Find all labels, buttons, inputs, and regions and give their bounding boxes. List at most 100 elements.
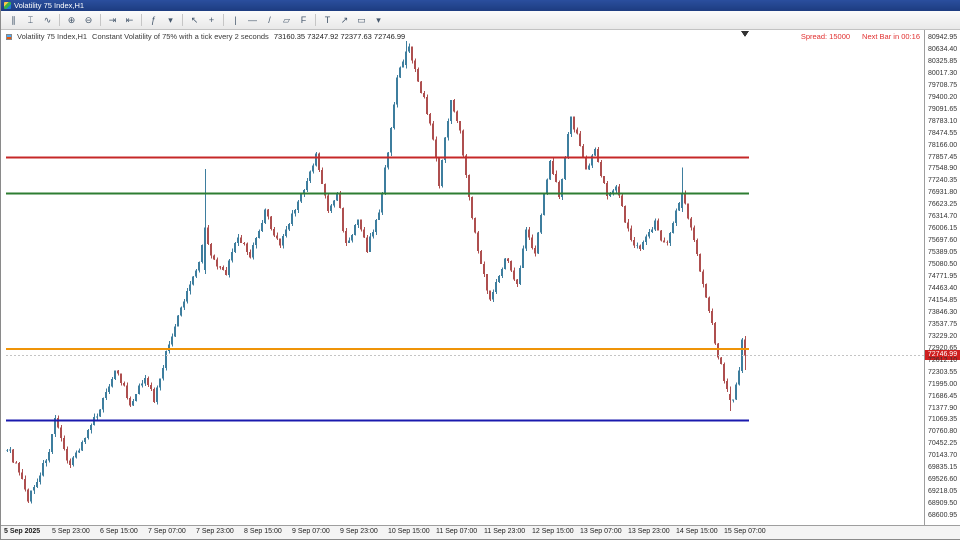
spread-overlay: Spread: 15000 Next Bar in 00:16: [801, 32, 920, 41]
toolbar-group: ⇥ ⇤: [104, 13, 138, 28]
candlestick-chart-button[interactable]: ⌶: [22, 13, 39, 28]
next-bar-countdown: Next Bar in 00:16: [862, 32, 920, 41]
price-axis-label: 68600.95: [928, 512, 958, 520]
price-axis-label: 79708.75: [928, 81, 958, 89]
toolbar-group: T ↗ ▭ ▾: [319, 13, 387, 28]
price-axis-label: 75697.60: [928, 237, 958, 245]
toolbar-separator: [59, 14, 60, 26]
price-axis-label: 79091.65: [928, 105, 958, 113]
toolbar-group: ∥ ⌶ ∿: [5, 13, 56, 28]
time-axis-label: 13 Sep 07:00: [580, 528, 622, 535]
toolbar-group: ↖ +: [186, 13, 220, 28]
price-axis-label: 71995.00: [928, 380, 958, 388]
price-axis-label: 76314.70: [928, 213, 958, 221]
zoom-in-button[interactable]: ⊕: [63, 13, 80, 28]
equidistant-channel-icon: ▱: [283, 14, 290, 25]
chart-canvas[interactable]: [1, 30, 925, 526]
crosshair-button[interactable]: +: [203, 13, 220, 28]
window-title: Volatility 75 Index,H1: [14, 1, 85, 10]
price-axis-label: 72303.55: [928, 368, 958, 376]
price-axis-label: 80325.85: [928, 57, 958, 65]
mt5-app-icon: [4, 2, 11, 9]
price-axis-label: 69218.05: [928, 488, 958, 496]
time-axis-label: 5 Sep 23:00: [52, 528, 90, 535]
chart-shift-button[interactable]: ⇤: [121, 13, 138, 28]
current-price-badge: 72746.99: [925, 350, 960, 361]
price-axis-label: 69526.60: [928, 476, 958, 484]
fibonacci-retracement-button[interactable]: F: [295, 13, 312, 28]
ohlc-values: 73160.35 73247.92 72377.63 72746.99: [273, 32, 406, 41]
price-axis-label: 74771.95: [928, 273, 958, 281]
trend-line-button[interactable]: /: [261, 13, 278, 28]
price-axis-label: 74463.40: [928, 285, 958, 292]
symbol-chart-icon: [6, 33, 12, 40]
time-axis-label: 7 Sep 07:00: [148, 528, 186, 535]
toolbar: ∥ ⌶ ∿ ⊕ ⊖ ⇥ ⇤ ƒ ▾ ↖ + | — / ▱ F T ↗ ▭ ▾: [1, 11, 960, 30]
price-axis-label: 76931.80: [928, 189, 958, 197]
price-axis-label: 75389.05: [928, 249, 958, 257]
toolbar-separator: [100, 14, 101, 26]
cursor-button[interactable]: ↖: [186, 13, 203, 28]
line-chart-button[interactable]: ∿: [39, 13, 56, 28]
toolbar-group: | — / ▱ F: [227, 13, 312, 28]
price-axis-label: 71686.45: [928, 392, 958, 400]
green-hline[interactable]: [6, 192, 749, 195]
price-axis-label: 75080.50: [928, 261, 958, 269]
indicators-button[interactable]: ƒ: [145, 13, 162, 28]
toolbar-separator: [182, 14, 183, 26]
price-axis-label: 73537.75: [928, 320, 958, 328]
toolbar-separator: [223, 14, 224, 26]
vertical-line-button[interactable]: |: [227, 13, 244, 28]
price-axis-label: 73846.30: [928, 308, 958, 316]
price-axis-label: 70143.70: [928, 452, 958, 460]
symbol-description: Constant Volatility of 75% with a tick e…: [92, 32, 269, 41]
horizontal-line-button[interactable]: —: [244, 13, 261, 28]
auto-scroll-button[interactable]: ⇥: [104, 13, 121, 28]
bars-chart-icon: ∥: [11, 14, 16, 25]
arrow-object-icon: ↗: [340, 14, 349, 25]
zoom-in-icon: ⊕: [67, 14, 76, 25]
time-axis-label: 13 Sep 23:00: [628, 528, 670, 535]
price-axis-label: 72920.65: [928, 344, 958, 352]
price-axis-label: 76006.15: [928, 225, 958, 233]
price-axis-label: 70760.80: [928, 428, 958, 436]
text-label-icon: T: [324, 14, 331, 25]
text-label-button[interactable]: T: [319, 13, 336, 28]
indicators-icon: ƒ: [150, 14, 156, 25]
time-axis[interactable]: 5 Sep 2025 5 Sep 23:00 6 Sep 15:00 7 Sep 07…: [1, 525, 960, 539]
time-axis-label: 10 Sep 15:00: [388, 528, 430, 535]
zoom-out-button[interactable]: ⊖: [80, 13, 97, 28]
orange-hline[interactable]: [6, 347, 749, 350]
toolbar-separator: [315, 14, 316, 26]
price-axis-label: 69835.15: [928, 464, 958, 472]
red-hline[interactable]: [6, 156, 749, 159]
toolbar-group: ⊕ ⊖: [63, 13, 97, 28]
vertical-line-icon: |: [234, 14, 237, 25]
price-axis-label: 71069.35: [928, 416, 958, 424]
shapes-icon: ▭: [357, 14, 366, 25]
equidistant-channel-button[interactable]: ▱: [278, 13, 295, 28]
shapes-button[interactable]: ▭: [353, 13, 370, 28]
chart-shift-marker[interactable]: [741, 31, 749, 37]
arrow-object-button[interactable]: ↗: [336, 13, 353, 28]
fibonacci-retracement-icon: F: [300, 14, 307, 25]
cursor-icon: ↖: [190, 14, 199, 25]
chart-symbol-overlay: Volatility 75 Index,H1 Constant Volatili…: [6, 32, 405, 41]
price-axis[interactable]: 72746.99 80942.95 80634.40 80325.85 80017.3…: [924, 30, 960, 526]
price-axis-label: 74154.85: [928, 296, 958, 304]
price-axis-label: 68909.50: [928, 500, 958, 508]
price-axis-label: 80942.95: [928, 34, 958, 42]
time-axis-label: 12 Sep 15:00: [532, 528, 574, 535]
bars-chart-button[interactable]: ∥: [5, 13, 22, 28]
horizontal-line-icon: —: [248, 14, 257, 25]
price-axis-label: 76623.25: [928, 201, 958, 209]
objects-list-button[interactable]: ▾: [370, 13, 387, 28]
price-axis-label: 71377.90: [928, 404, 958, 412]
price-axis-label: 80634.40: [928, 45, 958, 53]
trend-line-icon: /: [268, 14, 271, 25]
blue-hline[interactable]: [6, 419, 749, 422]
indicators-list-button[interactable]: ▾: [162, 13, 179, 28]
toolbar-group: ƒ ▾: [145, 13, 179, 28]
crosshair-icon: +: [208, 14, 215, 25]
time-axis-label: 9 Sep 07:00: [292, 528, 330, 535]
